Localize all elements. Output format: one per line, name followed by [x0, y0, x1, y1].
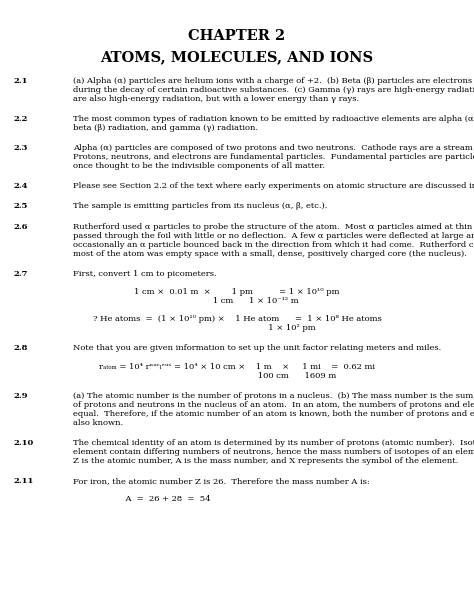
Text: Alpha (α) particles are composed of two protons and two neutrons.  Cathode rays : Alpha (α) particles are composed of two …	[73, 144, 474, 152]
Text: (a) Alpha (α) particles are helium ions with a charge of +2.  (b) Beta (β) parti: (a) Alpha (α) particles are helium ions …	[73, 77, 474, 85]
Text: element contain differing numbers of neutrons, hence the mass numbers of isotope: element contain differing numbers of neu…	[73, 448, 474, 456]
Text: 2.11: 2.11	[13, 478, 34, 485]
Text: 100 cm      1609 m: 100 cm 1609 m	[137, 371, 337, 379]
Text: passed through the foil with little or no deflection.  A few α particles were de: passed through the foil with little or n…	[73, 232, 474, 240]
Text: rₐₜₒₘ = 10⁴ rⁿᵘᶜₗᵉᵘˢ = 10⁴ × 10 cm ×    1 m    ×     1 mi    =  0.62 mi: rₐₜₒₘ = 10⁴ rⁿᵘᶜₗᵉᵘˢ = 10⁴ × 10 cm × 1 m…	[99, 362, 375, 370]
Text: Protons, neutrons, and electrons are fundamental particles.  Fundamental particl: Protons, neutrons, and electrons are fun…	[73, 153, 474, 161]
Text: during the decay of certain radioactive substances.  (c) Gamma (γ) rays are high: during the decay of certain radioactive …	[73, 86, 474, 94]
Text: also known.: also known.	[73, 419, 124, 427]
Text: 1 cm      1 × 10⁻¹² m: 1 cm 1 × 10⁻¹² m	[176, 297, 298, 305]
Text: First, convert 1 cm to picometers.: First, convert 1 cm to picometers.	[73, 270, 217, 278]
Text: 2.6: 2.6	[13, 223, 28, 230]
Text: 2.7: 2.7	[13, 270, 28, 278]
Text: 2.10: 2.10	[13, 439, 34, 447]
Text: A  =  26 + 28  =  54: A = 26 + 28 = 54	[73, 495, 211, 503]
Text: once thought to be the indivisible components of all matter.: once thought to be the indivisible compo…	[73, 162, 326, 170]
Text: ATOMS, MOLECULES, AND IONS: ATOMS, MOLECULES, AND IONS	[100, 50, 374, 64]
Text: 2.3: 2.3	[13, 144, 27, 152]
Text: equal.  Therefore, if the atomic number of an atom is known, both the number of : equal. Therefore, if the atomic number o…	[73, 410, 474, 418]
Text: Z is the atomic number, A is the mass number, and X represents the symbol of the: Z is the atomic number, A is the mass nu…	[73, 457, 459, 465]
Text: most of the atom was empty space with a small, dense, positively charged core (t: most of the atom was empty space with a …	[73, 249, 467, 257]
Text: beta (β) radiation, and gamma (γ) radiation.: beta (β) radiation, and gamma (γ) radiat…	[73, 124, 258, 132]
Text: occasionally an α particle bounced back in the direction from which it had come.: occasionally an α particle bounced back …	[73, 241, 474, 249]
Text: of protons and neutrons in the nucleus of an atom.  In an atom, the numbers of p: of protons and neutrons in the nucleus o…	[73, 401, 474, 409]
Text: 2.4: 2.4	[13, 182, 28, 190]
Text: CHAPTER 2: CHAPTER 2	[188, 29, 286, 44]
Text: 2.8: 2.8	[13, 345, 28, 352]
Text: Please see Section 2.2 of the text where early experiments on atomic structure a: Please see Section 2.2 of the text where…	[73, 182, 474, 190]
Text: Rutherford used α particles to probe the structure of the atom.  Most α particle: Rutherford used α particles to probe the…	[73, 223, 474, 230]
Text: 2.2: 2.2	[13, 115, 27, 123]
Text: The chemical identity of an atom is determined by its number of protons (atomic : The chemical identity of an atom is dete…	[73, 439, 474, 447]
Text: The sample is emitting particles from its nucleus (α, β, etc.).: The sample is emitting particles from it…	[73, 202, 328, 210]
Text: (a) The atomic number is the number of protons in a nucleus.  (b) The mass numbe: (a) The atomic number is the number of p…	[73, 392, 474, 400]
Text: 2.1: 2.1	[13, 77, 28, 85]
Text: ? He atoms  =  (1 × 10¹⁰ pm) ×    1 He atom      =  1 × 10⁸ He atoms: ? He atoms = (1 × 10¹⁰ pm) × 1 He atom =…	[92, 315, 382, 323]
Text: 2.5: 2.5	[13, 202, 27, 210]
Text: The most common types of radiation known to be emitted by radioactive elements a: The most common types of radiation known…	[73, 115, 474, 123]
Text: 2.9: 2.9	[13, 392, 28, 400]
Text: 1 cm ×  0.01 m  ×        1 pm          = 1 × 10¹⁰ pm: 1 cm × 0.01 m × 1 pm = 1 × 10¹⁰ pm	[134, 288, 340, 296]
Text: are also high-energy radiation, but with a lower energy than γ rays.: are also high-energy radiation, but with…	[73, 95, 360, 103]
Text: For iron, the atomic number Z is 26.  Therefore the mass number A is:: For iron, the atomic number Z is 26. The…	[73, 478, 370, 485]
Text: 1 × 10² pm: 1 × 10² pm	[158, 324, 316, 332]
Text: Note that you are given information to set up the unit factor relating meters an: Note that you are given information to s…	[73, 345, 442, 352]
